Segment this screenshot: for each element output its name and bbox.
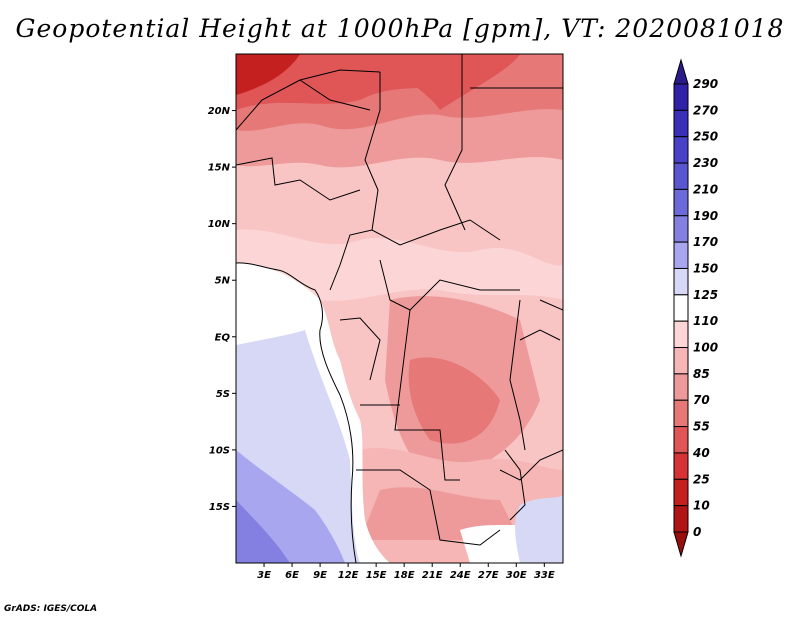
- colorbar-segment: [673, 373, 689, 401]
- colorbar-segment: [673, 241, 689, 269]
- shaded-field: [236, 54, 563, 563]
- map-frame: [235, 53, 564, 564]
- colorbar-segment: [673, 109, 689, 138]
- colorbar-label: 210: [693, 182, 718, 196]
- colorbar-label: 110: [693, 314, 718, 328]
- colorbar-label: 290: [693, 77, 718, 91]
- colorbar-segment: [673, 399, 689, 428]
- colorbar-label: 270: [693, 103, 718, 117]
- colorbar-segment: [673, 347, 689, 375]
- latitude-axis: 20N 15N 10N 5N EQ 5S 10S 15S: [208, 106, 236, 513]
- lat-tick-label: 5S: [216, 389, 230, 400]
- colorbar-label: 125: [693, 288, 718, 302]
- colorbar-label: 55: [693, 420, 710, 434]
- colorbar-segment: [673, 267, 689, 296]
- lon-tick-label: 21E: [422, 570, 443, 581]
- country-borders: [236, 54, 563, 563]
- lon-tick-label: 27E: [478, 570, 499, 581]
- colorbar-label: 190: [693, 209, 718, 223]
- colorbar-bottom-arrow: [673, 531, 689, 558]
- colorbar: 2902702502302101901701501251101008570554…: [673, 58, 718, 558]
- colorbar-label: 100: [693, 341, 718, 355]
- colorbar-label: 230: [693, 156, 718, 170]
- colorbar-label: 10: [693, 499, 710, 513]
- lat-tick-label: 10N: [208, 219, 231, 230]
- lon-tick-label: 9E: [313, 570, 327, 581]
- lon-tick-label: 30E: [506, 570, 527, 581]
- colorbar-label: 170: [693, 235, 718, 249]
- lon-tick-label: 6E: [285, 570, 299, 581]
- lon-tick-label: 3E: [257, 570, 271, 581]
- lat-tick-label: 20N: [208, 106, 231, 117]
- colorbar-label: 0: [693, 525, 701, 539]
- lat-tick-label: 10S: [209, 445, 230, 456]
- colorbar-segment: [673, 188, 689, 217]
- colorbar-segment: [673, 505, 689, 533]
- grads-credit: GrADS: IGES/COLA: [4, 604, 98, 614]
- lon-tick-label: 33E: [534, 570, 555, 581]
- colorbar-segment: [673, 426, 689, 454]
- longitude-axis: 3E 6E 9E 12E 15E 18E 21E 24E 27E 30E 33E: [257, 563, 555, 581]
- colorbar-segment: [673, 320, 689, 349]
- lat-tick-label: 15N: [208, 163, 231, 174]
- lon-tick-label: 18E: [394, 570, 415, 581]
- colorbar-segment: [673, 136, 689, 164]
- colorbar-segment: [673, 162, 689, 190]
- colorbar-segment: [673, 478, 689, 507]
- map-title: Geopotential Height at 1000hPa [gpm], VT…: [15, 14, 785, 43]
- colorbar-label: 25: [693, 472, 710, 486]
- lat-tick-label: EQ: [215, 332, 231, 343]
- lat-tick-label: 5N: [215, 276, 231, 287]
- colorbar-segment: [673, 83, 689, 111]
- colorbar-segment: [673, 452, 689, 480]
- lon-tick-label: 15E: [366, 570, 387, 581]
- lon-tick-label: 24E: [450, 570, 471, 581]
- colorbar-label: 70: [693, 393, 710, 407]
- lon-tick-label: 12E: [338, 570, 359, 581]
- colorbar-top-arrow: [673, 58, 689, 85]
- colorbar-label: 40: [692, 446, 710, 460]
- colorbar-segment: [673, 294, 689, 322]
- colorbar-segment: [673, 215, 689, 243]
- colorbar-label: 85: [693, 367, 710, 381]
- lat-tick-label: 15S: [209, 502, 230, 513]
- colorbar-label: 250: [693, 130, 718, 144]
- colorbar-label: 150: [693, 261, 718, 275]
